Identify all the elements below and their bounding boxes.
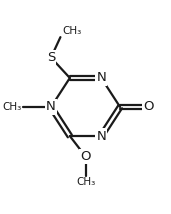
Text: N: N <box>96 129 106 143</box>
Text: N: N <box>46 101 56 113</box>
Text: O: O <box>80 150 91 163</box>
Text: S: S <box>47 51 55 64</box>
Text: CH₃: CH₃ <box>76 177 95 187</box>
Text: CH₃: CH₃ <box>62 26 81 36</box>
Text: N: N <box>96 71 106 85</box>
Text: CH₃: CH₃ <box>2 102 21 112</box>
Text: O: O <box>143 101 154 113</box>
